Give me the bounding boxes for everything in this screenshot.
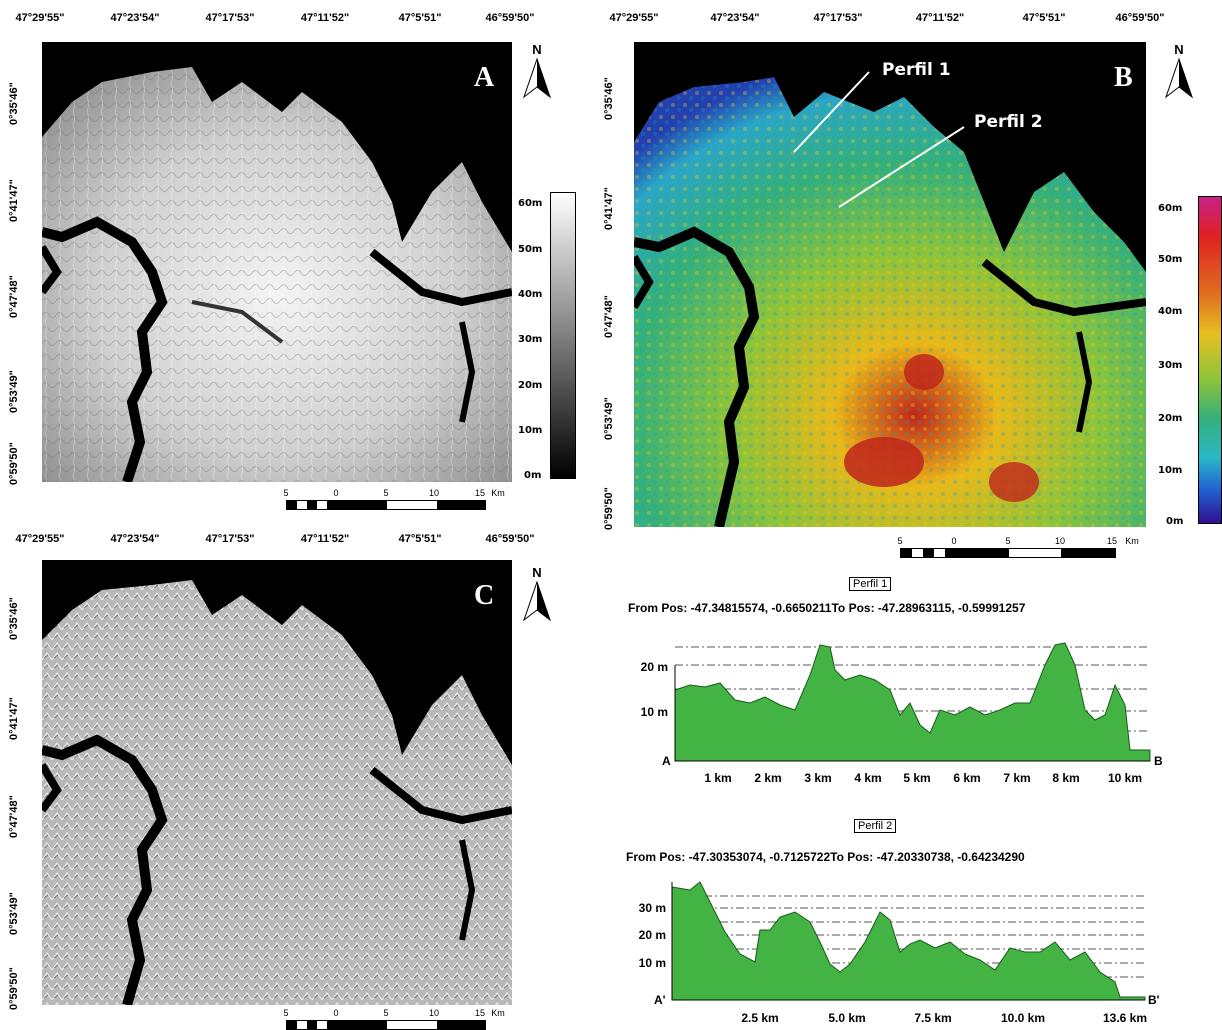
lat-label: 0°35'46" (603, 77, 615, 120)
lat-label: 0°41'47" (603, 187, 615, 230)
x-tick-label: 4 km (854, 771, 881, 785)
profile-subtitle: From Pos: -47.30353074, -0.7125722To Pos… (626, 850, 1025, 864)
north-arrow-icon: N (520, 42, 554, 104)
profile-2-chart: 30 m 20 m 10 m A' B' 2.5 km 5.0 km 7.5 k… (639, 881, 1160, 1025)
x-tick-label: 10.0 km (1001, 1011, 1045, 1025)
lat-label: 0°53'49" (603, 397, 615, 440)
lon-label: 47°17'53" (205, 12, 255, 24)
legend-label: 60m (1158, 203, 1183, 214)
legend-label: 20m (518, 380, 543, 391)
lat-label: 0°53'49" (8, 370, 20, 413)
x-tick-label: 7.5 km (914, 1011, 951, 1025)
lon-label: 46°59'50" (1115, 12, 1165, 24)
lat-label: 0°41'47" (8, 179, 20, 222)
legend-label: 40m (518, 289, 543, 300)
profile-1-chart: 20 m 10 m A B 1 km 2 km 3 km 4 km 5 km 6… (641, 642, 1163, 785)
lat-label: 0°47'48" (603, 295, 615, 338)
x-tick-label: 13.6 km (1103, 1011, 1147, 1025)
y-tick-label: 10 m (641, 705, 668, 719)
scale-bar: 5 0 5 10 15 Km (283, 488, 505, 510)
legend-label: 50m (1158, 254, 1183, 265)
lat-label: 0°35'46" (8, 82, 20, 125)
north-arrow-icon: N (1162, 42, 1196, 104)
lon-label: 47°11'52" (300, 533, 350, 545)
profile-title: Perfil 1 (849, 577, 892, 591)
shaded-relief-map: C (42, 560, 512, 1005)
legend-label: 10m (1158, 465, 1183, 476)
panel-letter: C (474, 580, 495, 611)
lon-label: 47°5'51" (1022, 12, 1066, 24)
legend-label: 40m (1158, 306, 1183, 317)
x-tick-label: 5.0 km (828, 1011, 865, 1025)
north-arrow-icon: N (520, 565, 554, 627)
x-tick-label: 1 km (704, 771, 731, 785)
y-tick-label: 30 m (639, 901, 666, 915)
dem-grayscale-map: A (42, 42, 512, 482)
lon-label: 47°17'53" (205, 533, 255, 545)
scale-bar: 5 0 5 10 15 Km (897, 536, 1139, 558)
panel-letter: B (1114, 62, 1133, 93)
lat-label: 0°59'50" (603, 487, 615, 530)
lat-label: 0°59'50" (8, 967, 20, 1010)
lon-label: 47°11'52" (915, 12, 965, 24)
lat-label: 0°59'50" (8, 442, 20, 485)
profile-start-label: A (662, 754, 671, 768)
x-tick-label: 8 km (1052, 771, 1079, 785)
dem-color-map: B Perfil 1 Perfil 2 (634, 42, 1146, 527)
scale-bar: 5 0 5 10 15 Km (283, 1008, 505, 1030)
grayscale-legend-bar (550, 192, 576, 479)
lon-label: 47°23'54" (110, 533, 160, 545)
lon-label: 46°59'50" (485, 533, 535, 545)
perfil-2-label: Perfil 2 (974, 112, 1043, 132)
legend-label: 50m (518, 244, 543, 255)
legend-label: 0m (524, 470, 542, 481)
legend-label: 20m (1158, 413, 1183, 424)
x-tick-label: 10 km (1108, 771, 1142, 785)
lon-label: 47°23'54" (710, 12, 760, 24)
legend-label: 0m (1166, 516, 1184, 527)
lon-label: 47°29'55" (609, 12, 659, 24)
lon-label: 47°29'55" (15, 533, 65, 545)
perfil-1-label: Perfil 1 (882, 60, 951, 80)
x-tick-label: 2 km (754, 771, 781, 785)
lat-label: 0°35'46" (8, 597, 20, 640)
profile-title: Perfil 2 (854, 819, 897, 833)
panel-letter: A (474, 62, 495, 93)
y-tick-label: 10 m (639, 956, 666, 970)
lat-label: 0°47'48" (8, 275, 20, 318)
lon-label: 47°23'54" (110, 12, 160, 24)
lon-label: 47°5'51" (398, 12, 442, 24)
lon-label: 47°11'52" (300, 12, 350, 24)
x-tick-label: 3 km (804, 771, 831, 785)
lon-label: 47°29'55" (15, 12, 65, 24)
legend-label: 30m (518, 334, 543, 345)
lat-label: 0°47'48" (8, 795, 20, 838)
color-legend-bar (1198, 196, 1222, 524)
y-tick-label: 20 m (639, 928, 666, 942)
legend-label: 30m (1158, 360, 1183, 371)
lat-label: 0°53'49" (8, 892, 20, 935)
profile-end-label: B (1154, 754, 1163, 768)
x-tick-label: 7 km (1003, 771, 1030, 785)
x-tick-label: 2.5 km (741, 1011, 778, 1025)
x-tick-label: 5 km (903, 771, 930, 785)
lon-label: 46°59'50" (485, 12, 535, 24)
lat-label: 0°41'47" (8, 697, 20, 740)
profile-subtitle: From Pos: -47.34815574, -0.6650211To Pos… (628, 601, 1026, 615)
profile-end-label: B' (1148, 993, 1160, 1007)
legend-label: 60m (518, 198, 543, 209)
profile-start-label: A' (654, 993, 666, 1007)
x-tick-label: 6 km (953, 771, 980, 785)
y-tick-label: 20 m (641, 660, 668, 674)
legend-label: 10m (518, 425, 543, 436)
lon-label: 47°17'53" (813, 12, 863, 24)
lon-label: 47°5'51" (398, 533, 442, 545)
